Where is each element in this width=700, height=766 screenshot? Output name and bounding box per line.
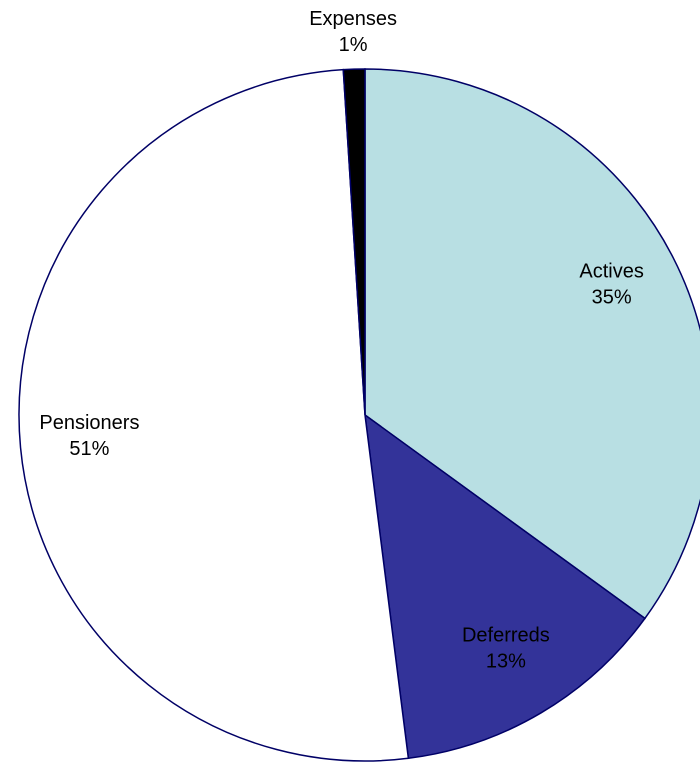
slice-label: Deferreds 13% <box>462 624 550 672</box>
slice-value: 13% <box>486 650 526 672</box>
slice-name: Pensioners <box>39 412 139 434</box>
slice-value: 1% <box>339 34 368 56</box>
slice-label: Actives 35% <box>579 260 643 308</box>
slice-name: Actives <box>579 260 643 282</box>
pie-slice <box>342 68 366 416</box>
slice-label: Expenses 1% <box>309 8 397 56</box>
slice-value: 35% <box>592 286 632 308</box>
slice-name: Expenses <box>309 8 397 30</box>
slice-value: 51% <box>69 438 109 460</box>
pie-slice <box>364 68 700 620</box>
pie-slice <box>364 413 646 760</box>
pie-slice <box>18 68 410 762</box>
slice-name: Deferreds <box>462 624 550 646</box>
slice-label: Pensioners 51% <box>39 412 139 460</box>
